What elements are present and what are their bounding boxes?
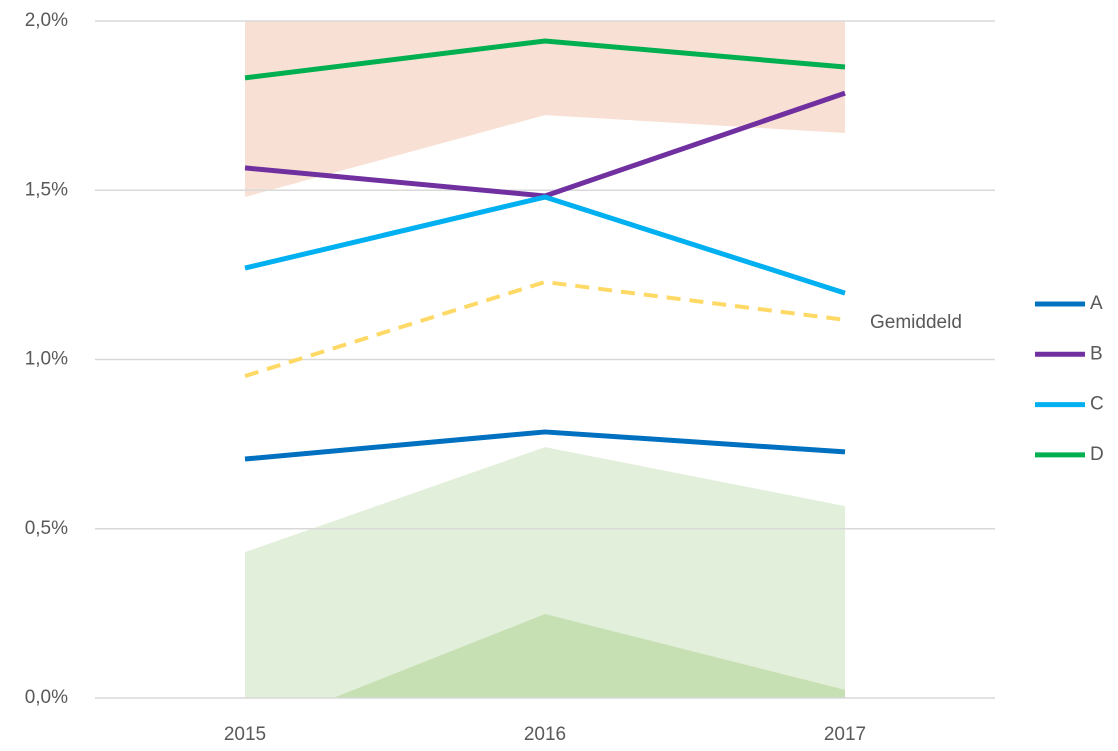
x-tick-label: 2016 <box>524 724 566 745</box>
x-tick-label: 2017 <box>824 724 866 745</box>
y-tick-label: 2,0% <box>25 10 68 31</box>
average-label: Gemiddeld <box>870 312 962 333</box>
series-line <box>244 38 846 81</box>
average-line <box>244 279 846 378</box>
legend-label: B <box>1090 343 1103 364</box>
band <box>245 447 845 698</box>
legend-label: C <box>1090 394 1104 415</box>
y-tick-label: 0,0% <box>25 687 68 708</box>
series-line <box>244 429 846 462</box>
band <box>333 614 845 698</box>
y-tick-label: 1,5% <box>25 179 68 200</box>
x-tick-label: 2015 <box>224 724 266 745</box>
y-tick-label: 0,5% <box>25 518 68 539</box>
series-line <box>244 194 846 296</box>
legend-label: A <box>1090 293 1103 314</box>
band <box>245 21 845 198</box>
y-tick-label: 1,0% <box>25 349 68 370</box>
legend-label: D <box>1090 444 1104 465</box>
bands <box>245 21 845 698</box>
